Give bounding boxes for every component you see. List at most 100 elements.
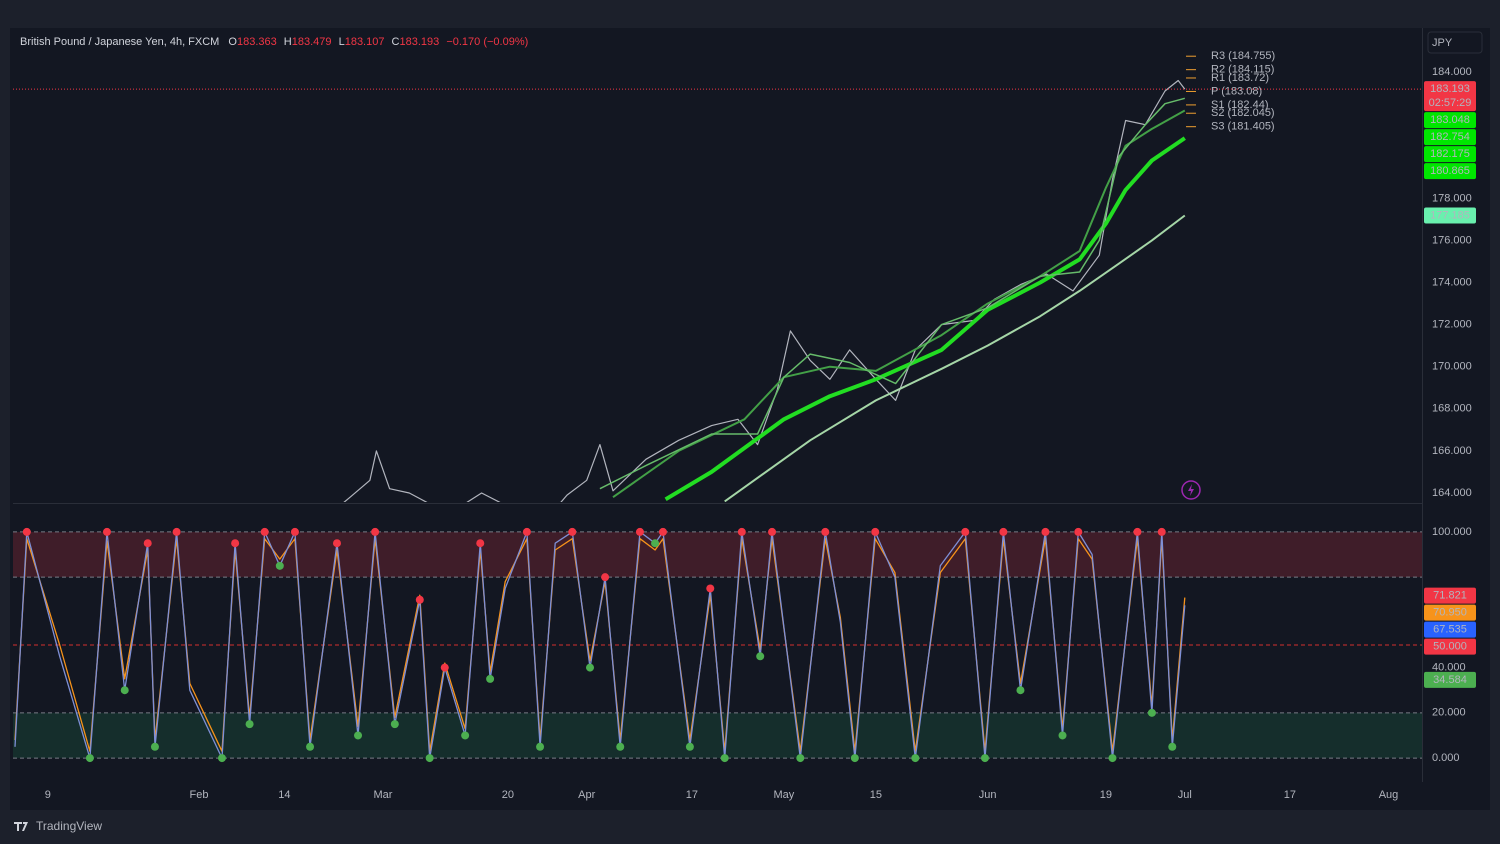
signal-dot (390, 720, 399, 729)
footer-brand[interactable]: TradingView (36, 819, 102, 833)
x-tick-label: Feb (189, 789, 208, 801)
x-tick-label: 17 (1284, 789, 1296, 801)
pivot-label: R1 (183.72) (1211, 72, 1269, 84)
y-tick-label: 184.000 (1432, 66, 1472, 78)
price-tag (1424, 587, 1476, 604)
signal-dot (290, 527, 299, 536)
zone-band (13, 531, 1422, 578)
signal-dot (685, 742, 694, 751)
alert-icon[interactable] (1181, 480, 1201, 500)
signal-dot (217, 754, 226, 763)
signal-dot (143, 539, 152, 548)
ohlc-key: O (228, 36, 237, 48)
tradingview-logo[interactable] (14, 822, 28, 831)
price-tag-label: 71.821 (1433, 590, 1467, 602)
x-tick-label: Jun (979, 789, 997, 801)
alert-circle[interactable] (1181, 480, 1201, 500)
currency-label[interactable]: JPY (1432, 37, 1453, 49)
signal-dot (260, 527, 269, 536)
ohlc-key: H (284, 36, 292, 48)
signal-dot (172, 527, 181, 536)
signal-dot (354, 731, 363, 740)
price-tag (1424, 638, 1476, 655)
footer: TradingView (14, 819, 102, 833)
signal-dot (651, 539, 660, 548)
signal-dot (1058, 731, 1067, 740)
pivot-label: S2 (182.045) (1211, 107, 1275, 119)
price-tag-label: 177.185 (1430, 209, 1470, 221)
currency-button[interactable] (1427, 31, 1483, 54)
chart-background (10, 28, 1490, 810)
x-tick-label: May (773, 789, 794, 801)
signal-dot (85, 754, 94, 763)
signal-dot (980, 754, 989, 763)
signal-dot (425, 754, 434, 763)
signal-dot (961, 527, 970, 536)
signal-dot (1168, 742, 1177, 751)
price-tag-label: 182.754 (1430, 131, 1470, 143)
symbol-header: British Pound / Japanese Yen, 4h, FXCM O… (20, 36, 528, 48)
price-tag-countdown: 02:57:29 (1429, 97, 1472, 109)
y-tick-label: 168.000 (1432, 403, 1472, 415)
series-line (343, 79, 1186, 502)
x-tick-label: Jul (1178, 789, 1192, 801)
signal-dot (1108, 754, 1117, 763)
signal-dot (601, 573, 610, 582)
ohlc-value: 183.479 (292, 36, 332, 48)
signal-dot (306, 742, 315, 751)
price-tag (1424, 163, 1476, 180)
signal-dot (415, 595, 424, 604)
y-tick-label: 170.000 (1432, 361, 1472, 373)
x-tick-label: Apr (578, 789, 595, 801)
signal-dot (1074, 527, 1083, 536)
signal-dot (911, 754, 920, 763)
y-tick-label: 178.000 (1432, 192, 1472, 204)
x-tick-label: 20 (502, 789, 514, 801)
alert-bolt[interactable] (1188, 484, 1194, 496)
price-change: −0.170 (−0.09%) (446, 36, 528, 48)
ohlc-key: L (339, 36, 345, 48)
plot-area (13, 527, 1422, 763)
signal-dot (821, 527, 830, 536)
signal-dot (371, 527, 380, 536)
signal-dot (658, 527, 667, 536)
signal-dot (850, 754, 859, 763)
series-line (724, 214, 1186, 502)
signal-dot (22, 527, 31, 536)
x-tick-label: 19 (1100, 789, 1112, 801)
price-tag-label: 70.950 (1433, 607, 1467, 619)
zone-band (13, 712, 1422, 759)
y-tick-label: 164.000 (1432, 487, 1472, 499)
x-tick-label: 15 (870, 789, 882, 801)
y-tick-label: 40.000 (1432, 662, 1466, 674)
signal-dot (616, 742, 625, 751)
x-tick-label: 9 (45, 789, 51, 801)
price-tag-label: 183.193 (1430, 83, 1470, 95)
x-tick-label: Aug (1379, 789, 1399, 801)
y-tick-label: 100.000 (1432, 526, 1472, 538)
pivot-label: R3 (184.755) (1211, 50, 1275, 62)
signal-dot (720, 754, 729, 763)
signal-dot (476, 539, 485, 548)
signal-dot (440, 663, 449, 672)
price-tag (1424, 604, 1476, 621)
ohlc-value: 183.107 (345, 36, 385, 48)
signal-dot (586, 663, 595, 672)
x-tick-label: 14 (278, 789, 290, 801)
signal-dot (756, 652, 765, 661)
ohlc-value: 183.193 (399, 36, 439, 48)
signal-dot (231, 539, 240, 548)
x-tick-label: Mar (374, 789, 393, 801)
price-tag-label: 180.865 (1430, 165, 1470, 177)
signal-dot (461, 731, 470, 740)
signal-dot (999, 527, 1008, 536)
plot-area (343, 79, 1186, 502)
price-tag (1424, 671, 1476, 688)
price-tag (1424, 112, 1476, 129)
price-tag-label: 50.000 (1433, 641, 1467, 653)
price-tag-label: 34.584 (1433, 674, 1467, 686)
signal-dot (486, 674, 495, 683)
price-tag-label: 67.535 (1433, 624, 1467, 636)
signal-dot (706, 584, 715, 593)
series-line (14, 531, 1186, 759)
